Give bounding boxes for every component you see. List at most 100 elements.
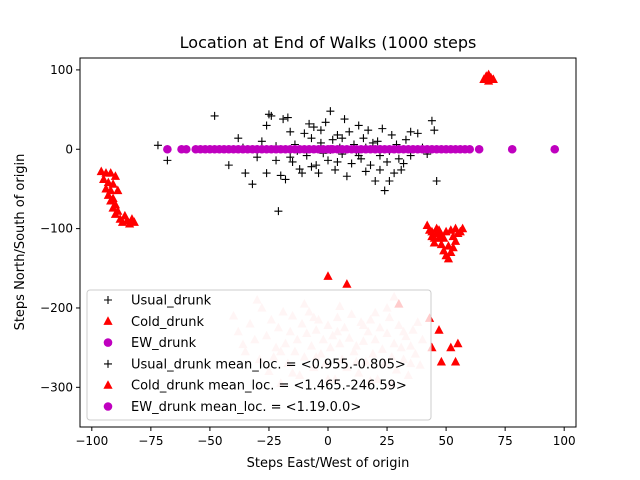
legend-marker xyxy=(103,338,113,347)
x-tick-label: −100 xyxy=(75,434,108,448)
series-0-point xyxy=(333,130,342,139)
legend: Usual_drunk Cold_drunk EW_drunk Usual_drunk… xyxy=(86,289,432,421)
series-1-point xyxy=(110,199,121,209)
y-tick-label: −100 xyxy=(40,222,73,236)
series-1-point xyxy=(436,356,446,366)
y-axis: 100 0 −100 −200 −300 xyxy=(40,63,80,394)
series-0-point xyxy=(359,134,368,143)
series-1-point xyxy=(323,271,333,280)
series-0-point xyxy=(331,165,340,174)
series-0-point xyxy=(375,165,384,174)
x-tick-label: −25 xyxy=(256,434,281,448)
series-0-point xyxy=(257,137,266,146)
series-2-point xyxy=(474,144,484,154)
series-0-point xyxy=(248,180,257,189)
series-2-point xyxy=(550,144,560,154)
series-0-point xyxy=(397,165,406,174)
series-0-point xyxy=(371,177,380,185)
series-0-point xyxy=(380,186,389,195)
legend-marker xyxy=(103,380,113,389)
chart-title: Location at End of Walks (1000 steps xyxy=(180,33,477,52)
series-0-point xyxy=(427,116,436,125)
series-0-point xyxy=(279,115,288,124)
series-1-point xyxy=(484,69,494,79)
series-0-point xyxy=(272,156,281,165)
legend-items: Usual_drunk Cold_drunk EW_drunk Usual_drunk… xyxy=(103,294,407,415)
series-1-point xyxy=(434,325,444,334)
series-0-point xyxy=(262,169,271,178)
series-0-point xyxy=(347,159,356,168)
x-tick-label: 50 xyxy=(438,434,453,448)
series-0-point xyxy=(326,107,335,116)
legend-label: Usual_drunk xyxy=(131,294,212,309)
series-1-point xyxy=(103,177,113,187)
series-2-point xyxy=(465,144,475,154)
series-0-point xyxy=(373,137,382,146)
series-2-point xyxy=(163,144,172,154)
series-0-point xyxy=(413,129,422,138)
series-1-point xyxy=(439,233,449,242)
series-0-point xyxy=(314,169,323,178)
series-0-point xyxy=(387,130,396,139)
series-0-point xyxy=(361,167,370,176)
series-0-point xyxy=(366,161,375,170)
series-0-point xyxy=(302,151,311,160)
series-0-point xyxy=(399,159,408,168)
y-tick-label: −300 xyxy=(40,380,73,394)
series-0-point xyxy=(368,138,377,147)
series-0-point xyxy=(345,127,354,136)
series-0-point xyxy=(394,154,403,163)
series-0-point xyxy=(298,169,307,178)
series-0-point xyxy=(163,156,172,165)
legend-label: Cold_drunk mean_loc. = <1.465.-246.59> xyxy=(131,379,407,394)
series-1-point xyxy=(106,185,116,195)
legend-label: Usual_drunk mean_loc. = <0.955.-0.805> xyxy=(131,357,406,372)
series-0-point xyxy=(378,124,387,133)
series-0-point xyxy=(354,151,363,160)
series-0-point xyxy=(288,157,297,166)
series-0-point xyxy=(390,169,399,178)
series-1-point xyxy=(458,223,468,233)
series-0-point xyxy=(276,171,285,180)
legend-marker xyxy=(103,402,113,411)
series-0-point xyxy=(328,135,337,144)
series-0-point xyxy=(253,153,262,162)
series-0-point xyxy=(153,141,162,150)
series-0-point xyxy=(224,161,233,170)
series-0-point xyxy=(286,153,295,162)
series-0-point xyxy=(307,162,316,171)
series-0-point xyxy=(321,118,330,127)
legend-marker xyxy=(104,359,112,368)
series-0-point xyxy=(338,134,347,143)
series-0-point xyxy=(234,134,243,143)
series-0-point xyxy=(305,119,314,128)
series-1-point xyxy=(129,217,139,226)
series-0-point xyxy=(267,111,276,120)
series-0-point xyxy=(342,172,351,181)
series-0-point xyxy=(286,127,295,136)
series-0-point xyxy=(401,135,410,144)
y-tick-label: 100 xyxy=(50,63,73,77)
x-tick-label: −75 xyxy=(138,434,163,448)
series-0-point xyxy=(274,207,283,216)
series-0-point xyxy=(316,126,325,135)
series-0-point xyxy=(406,151,415,160)
series-0-point xyxy=(354,121,363,130)
series-1-point xyxy=(99,174,109,184)
series-0-point xyxy=(406,127,415,136)
series-1-point xyxy=(448,231,458,241)
y-tick-label: −200 xyxy=(40,301,73,315)
series-1-point xyxy=(446,342,456,352)
series-1-point xyxy=(450,223,461,233)
x-tick-label: 25 xyxy=(379,434,394,448)
series-2-point xyxy=(181,144,191,154)
series-0-point xyxy=(432,177,441,185)
series-1-point xyxy=(443,241,454,250)
series-1-point xyxy=(113,206,123,215)
series-0-point xyxy=(312,161,321,170)
series-1-point xyxy=(110,171,121,180)
series-1-point xyxy=(443,253,454,263)
series-1-point xyxy=(101,168,111,177)
y-axis-label: Steps North/South of origin xyxy=(13,154,28,331)
